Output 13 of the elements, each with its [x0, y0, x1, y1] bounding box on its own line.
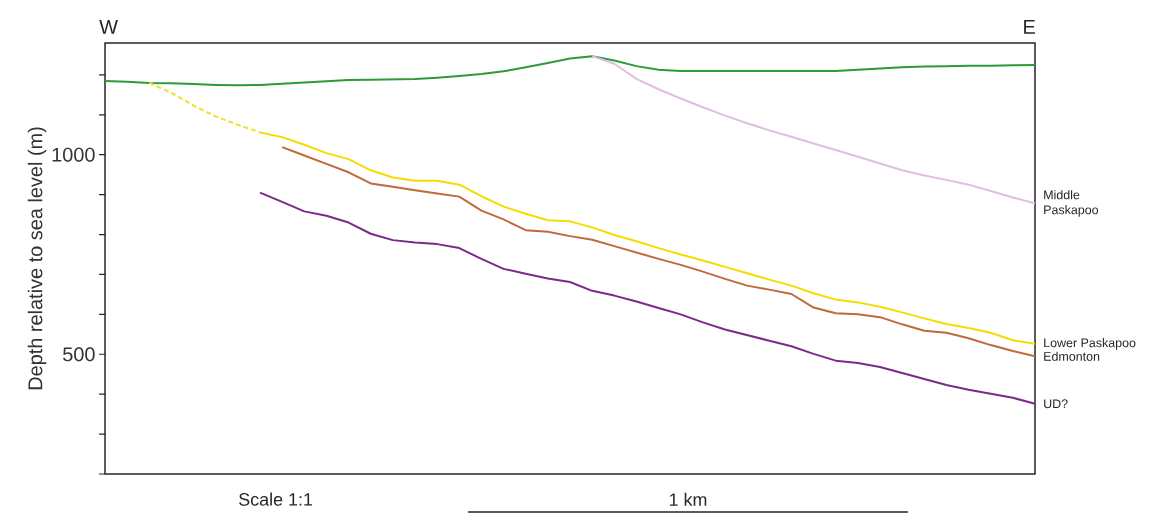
line-series — [148, 81, 262, 134]
text: Scale 1:1 — [239, 492, 313, 506]
line-series — [591, 55, 1037, 205]
series-label: UD? — [1044, 399, 1068, 409]
text: 1 km — [669, 492, 707, 506]
y-tick-label: 500 — [63, 347, 95, 362]
series-label: Lower Paskapoo — [1044, 338, 1136, 350]
series-label: Edmonton — [1044, 351, 1100, 361]
y-tick-label: 1000 — [52, 147, 95, 162]
series-label: Middle Paskapoo — [1044, 190, 1099, 217]
text: W — [99, 20, 118, 34]
text: E — [1024, 20, 1035, 34]
y-axis-title: Depth relative to sea level (m) — [27, 127, 47, 390]
